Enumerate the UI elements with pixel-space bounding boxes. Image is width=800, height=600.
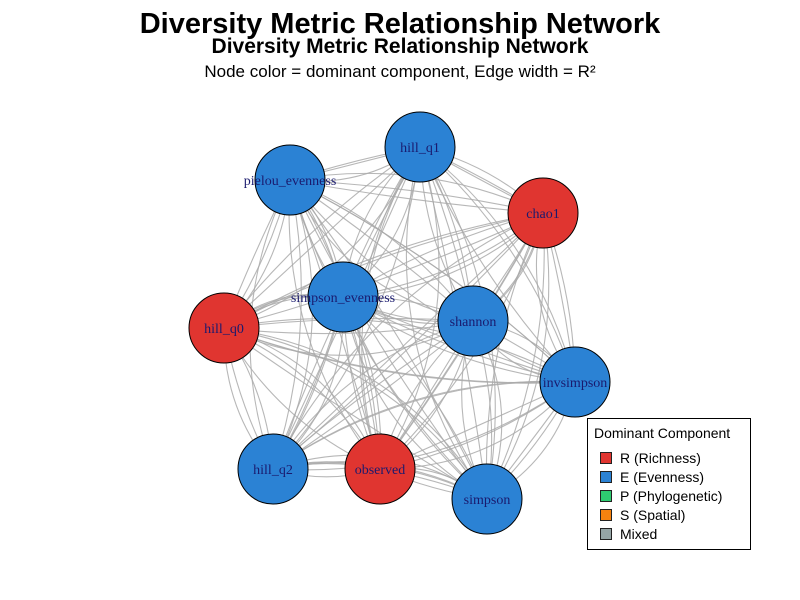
edge-hill_q1-invsimpson	[419, 146, 576, 383]
node-shannon: shannon	[437, 285, 509, 357]
legend-item-mixed: Mixed	[600, 525, 657, 543]
edge-hill_q1-invsimpson	[419, 146, 576, 383]
legend-swatch	[600, 471, 612, 483]
node-observed: observed	[344, 433, 416, 505]
legend-swatch	[600, 490, 612, 502]
legend-label: R (Richness)	[620, 450, 701, 466]
legend-item-richness: R (Richness)	[600, 449, 701, 467]
node-label: hill_q2	[253, 463, 293, 478]
node-chao1: chao1	[507, 177, 579, 249]
node-circle	[539, 346, 611, 418]
node-simpson: simpson	[451, 463, 523, 535]
node-circle	[384, 111, 456, 183]
node-hill_q2: hill_q2	[237, 433, 309, 505]
node-label: hill_q1	[400, 141, 440, 156]
edge-pielou_evenness-simpson	[289, 179, 488, 500]
node-invsimpson: invsimpson	[539, 346, 611, 418]
node-label: simpson_evenness	[291, 291, 395, 306]
node-circle	[507, 177, 579, 249]
edge-pielou_evenness-hill_q2	[272, 179, 313, 470]
edge-pielou_evenness-hill_q2	[272, 179, 302, 470]
node-label: invsimpson	[543, 376, 608, 391]
chart-caption: Node color = dominant component, Edge wi…	[204, 62, 596, 81]
node-label: pielou_evenness	[244, 174, 337, 189]
edge-pielou_evenness-invsimpson	[289, 179, 576, 383]
edge-hill_q1-hill_q2	[272, 146, 421, 470]
edge-hill_q0-invsimpson	[223, 318, 576, 383]
legend-item-spatial: S (Spatial)	[600, 506, 685, 524]
edge-chao1-hill_q0	[223, 212, 544, 329]
legend-item-phylogenetic: P (Phylogenetic)	[600, 487, 722, 505]
edge-chao1-hill_q2	[272, 212, 544, 470]
legend-item-evenness: E (Evenness)	[600, 468, 704, 486]
edge-invsimpson-hill_q2	[272, 381, 576, 471]
node-hill_q1: hill_q1	[384, 111, 456, 183]
chart-title: Diversity Metric Relationship Network	[139, 8, 661, 40]
node-circle	[437, 285, 509, 357]
node-label: chao1	[526, 207, 559, 222]
node-layer: hill_q1 pielou_evenness chao1 simpson_evenn…	[188, 111, 611, 535]
legend-label: E (Evenness)	[620, 469, 705, 485]
edge-chao1-simpson	[485, 212, 544, 500]
legend-swatch	[600, 509, 612, 521]
edge-chao1-hill_q0	[223, 212, 544, 329]
node-circle	[307, 261, 379, 333]
legend-label: P (Phylogenetic)	[620, 488, 723, 504]
node-label: shannon	[450, 315, 497, 330]
node-label: observed	[355, 463, 406, 478]
node-hill_q0: hill_q0	[188, 292, 260, 364]
node-pielou_evenness: pielou_evenness	[244, 144, 337, 216]
node-circle	[344, 433, 416, 505]
chart-subtitle: Diversity Metric Relationship Network	[211, 35, 589, 58]
node-simpson_evenness: simpson_evenness	[291, 261, 395, 333]
node-circle	[188, 292, 260, 364]
edge-hill_q0-simpson	[223, 327, 488, 500]
edge-pielou_evenness-invsimpson	[289, 179, 576, 383]
node-circle	[237, 433, 309, 505]
node-label: simpson	[464, 493, 511, 508]
edge-pielou_evenness-simpson	[289, 179, 488, 500]
edge-chao1-simpson	[486, 212, 545, 500]
legend-swatch	[600, 452, 612, 464]
node-circle	[254, 144, 326, 216]
legend-title: Dominant Component	[594, 425, 731, 441]
node-label: hill_q0	[204, 322, 244, 337]
node-circle	[451, 463, 523, 535]
legend-label: S (Spatial)	[620, 507, 686, 523]
legend-label: Mixed	[620, 526, 658, 542]
edge-chao1-simpson	[486, 212, 550, 500]
legend-swatch	[600, 528, 612, 540]
edge-hill_q0-simpson	[223, 327, 488, 500]
legend: Dominant Component R (Richness) E (Evenn…	[587, 418, 751, 550]
edge-invsimpson-hill_q2	[272, 380, 576, 470]
